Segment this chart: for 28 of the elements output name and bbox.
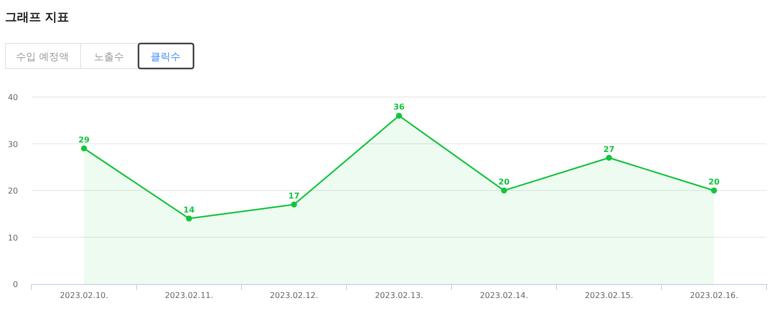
y-tick-label: 0 <box>12 280 18 289</box>
x-tick-label: 2023.02.15. <box>584 291 634 300</box>
data-label: 14 <box>183 206 195 215</box>
data-label: 17 <box>288 192 300 201</box>
data-label: 20 <box>498 178 510 186</box>
x-tick-label: 2023.02.16. <box>690 291 738 300</box>
point <box>186 216 192 222</box>
data-label: 36 <box>393 102 405 112</box>
y-tick-label: 20 <box>8 186 18 196</box>
data-label: 27 <box>603 144 615 154</box>
point <box>81 145 87 152</box>
point <box>501 188 507 194</box>
chart-title: 그래프 지표 <box>5 10 70 24</box>
data-label: 29 <box>78 135 90 144</box>
point <box>606 154 612 161</box>
x-tick-label: 2023.02.13. <box>374 291 424 300</box>
x-tick-label: 2023.02.14. <box>480 291 528 300</box>
y-tick-label: 30 <box>8 140 18 149</box>
point <box>291 202 297 208</box>
y-tick-label: 40 <box>8 93 18 102</box>
y-tick-label: 10 <box>8 233 18 242</box>
tabs: 수입 예정액 노출수 클릭수 <box>5 42 194 70</box>
x-tick-label: 2023.02.12. <box>270 291 318 300</box>
point <box>711 188 717 194</box>
x-tick-label: 2023.02.10. <box>60 291 108 300</box>
x-tick-label: 2023.02.11. <box>164 291 214 300</box>
point <box>396 112 402 119</box>
data-label: 20 <box>708 178 720 186</box>
